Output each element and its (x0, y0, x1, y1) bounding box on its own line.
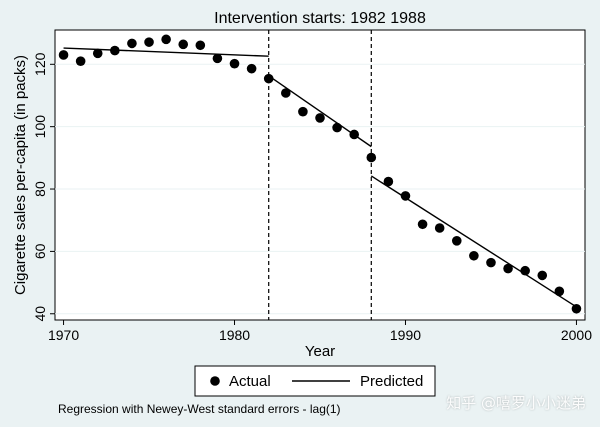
actual-point (263, 73, 274, 84)
actual-point (520, 265, 530, 276)
actual-point (366, 152, 377, 163)
actual-point (75, 56, 86, 66)
actual-point (229, 58, 240, 69)
actual-series (58, 34, 582, 314)
actual-point (298, 106, 308, 117)
legend-predicted-label: Predicted (360, 373, 423, 390)
chart-title: Intervention starts: 1982 1988 (214, 10, 426, 27)
y-axis-label: Cigarette sales per-capita (in packs) (12, 55, 29, 295)
y-tick-label: 80 (32, 181, 48, 197)
actual-point (212, 53, 223, 64)
actual-point (58, 50, 69, 60)
actual-point (246, 63, 257, 74)
plot-area (54, 29, 586, 321)
actual-point (469, 250, 479, 261)
actual-point (178, 39, 189, 50)
y-tick-label: 60 (32, 243, 48, 259)
actual-point (195, 40, 206, 51)
actual-point (400, 191, 411, 201)
y-tick-label: 100 (32, 115, 48, 139)
y-tick-label: 120 (32, 52, 48, 76)
actual-point (554, 286, 565, 297)
intervention-lines (268, 30, 372, 320)
y-tick-label: 40 (32, 306, 48, 322)
actual-point (315, 113, 325, 123)
legend: Actual Predicted (194, 365, 436, 397)
x-tick-label: 2000 (561, 327, 592, 343)
actual-point (537, 270, 548, 281)
actual-point (349, 129, 359, 140)
actual-point (332, 122, 342, 133)
actual-point (281, 88, 291, 98)
actual-point (417, 219, 428, 230)
y-axis: 40 60 80 100 120 (32, 52, 55, 322)
actual-point (451, 235, 462, 246)
actual-point (92, 48, 103, 59)
x-axis: 1970 1980 1990 2000 (48, 320, 592, 343)
actual-point (383, 176, 394, 187)
x-axis-label: Year (305, 343, 335, 360)
actual-point (434, 223, 445, 233)
actual-point (161, 34, 171, 45)
x-tick-label: 1990 (390, 327, 421, 343)
chart-note: Regression with Newey-West standard erro… (58, 402, 341, 416)
actual-point (110, 45, 120, 56)
x-tick-label: 1980 (219, 327, 250, 343)
x-tick-label: 1970 (48, 327, 79, 343)
y-gridlines (55, 63, 585, 315)
legend-actual-marker (210, 376, 220, 386)
actual-point (144, 37, 154, 47)
watermark-text: 知乎 @嘻罗小小迷弟 (446, 394, 586, 412)
actual-point (571, 303, 582, 314)
actual-point (127, 38, 137, 49)
actual-point (503, 263, 513, 274)
actual-point (486, 257, 496, 268)
legend-actual-label: Actual (229, 373, 271, 390)
